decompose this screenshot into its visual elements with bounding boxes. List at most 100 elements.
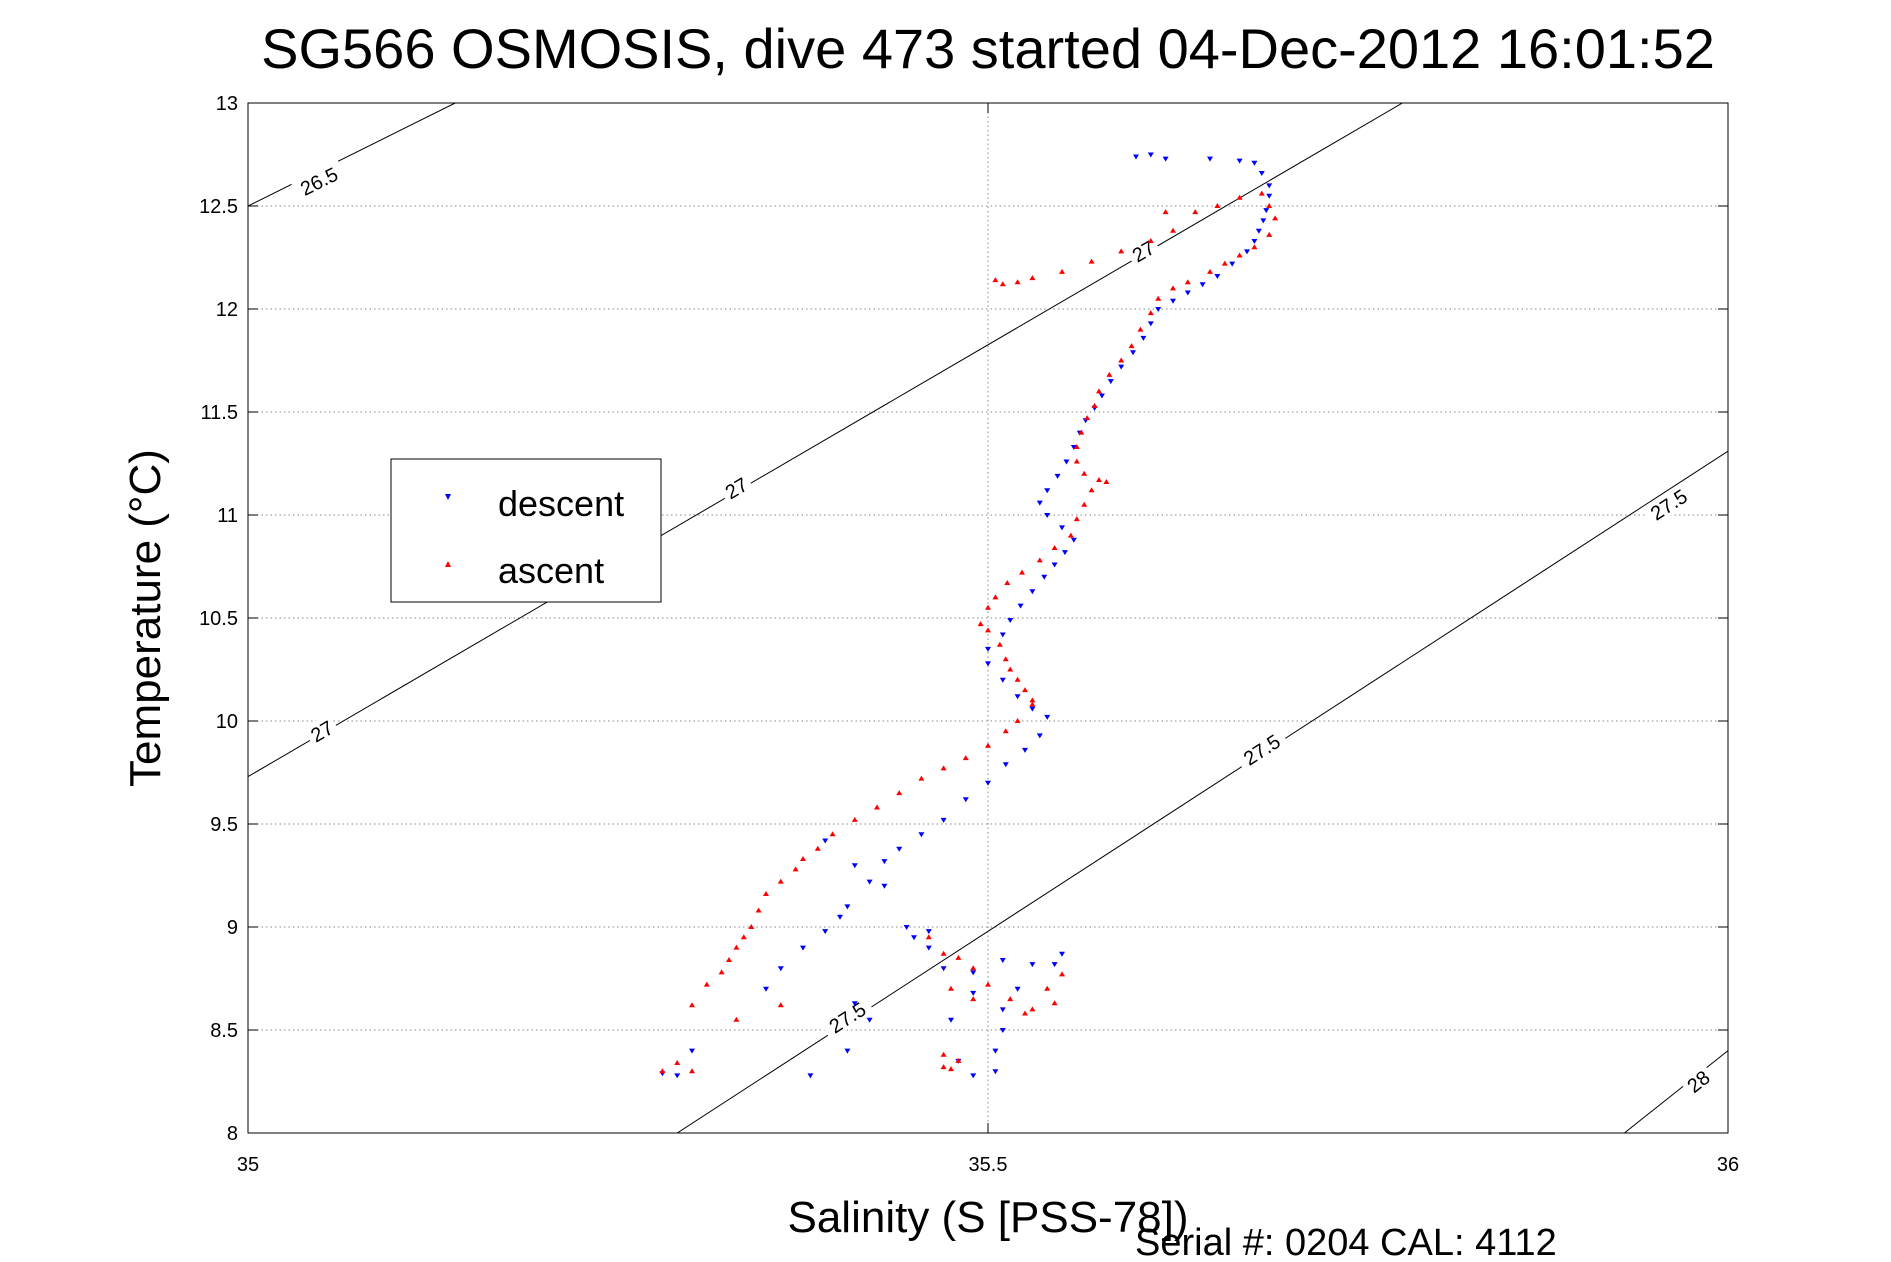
- y-tick-label: 9: [227, 917, 238, 939]
- y-tick-label: 11.5: [201, 402, 238, 424]
- ascent-point: [689, 1068, 695, 1074]
- ascent-point: [763, 891, 769, 897]
- x-tick-label: 36: [1717, 1154, 1739, 1176]
- ascent-point: [1088, 258, 1095, 264]
- descent-point: [1107, 379, 1114, 385]
- ascent-point: [755, 907, 762, 913]
- descent-point: [970, 970, 977, 976]
- descent-point: [918, 832, 925, 838]
- ascent-point: [948, 1066, 954, 1072]
- descent-point: [1041, 574, 1048, 580]
- descent-point: [1140, 335, 1147, 341]
- contour-label-bg: [1233, 725, 1290, 773]
- descent-point: [1014, 986, 1021, 992]
- descent-point: [851, 1001, 858, 1007]
- x-axis-label: Salinity (S [PSS-78]): [787, 1193, 1188, 1242]
- ascent-point: [985, 627, 991, 633]
- ascent-point: [748, 924, 755, 929]
- ascent-point: [718, 969, 725, 975]
- descent-point: [992, 1069, 999, 1075]
- descent-point: [837, 914, 843, 920]
- ascent-point: [1002, 728, 1009, 734]
- ascent-point: [1078, 429, 1085, 435]
- descent-point: [1155, 307, 1162, 312]
- y-tick-label: 8: [227, 1123, 238, 1145]
- descent-point: [822, 838, 829, 844]
- contour-label-bg: [302, 713, 340, 748]
- density-contour-label: 27: [717, 470, 755, 505]
- descent-point: [1147, 152, 1154, 158]
- descent-point: [999, 1028, 1006, 1033]
- y-tick-label: 10: [216, 711, 238, 733]
- descent-point: [985, 780, 991, 786]
- ascent-point: [1014, 718, 1021, 723]
- descent-point: [866, 879, 873, 885]
- descent-point: [822, 929, 829, 935]
- descent-point: [1036, 500, 1043, 506]
- ascent-point: [955, 954, 962, 960]
- ascent-point: [777, 1002, 784, 1008]
- contour-label-bg: [1679, 1062, 1717, 1099]
- descent-point: [881, 883, 888, 889]
- descent-point: [1184, 290, 1191, 296]
- y-tick-label: 11: [217, 505, 238, 527]
- descent-point: [777, 966, 784, 972]
- descent-point: [1098, 393, 1105, 399]
- ascent-point: [726, 956, 732, 962]
- descent-point: [1002, 762, 1009, 768]
- descent-point: [1147, 321, 1154, 327]
- ascent-point: [1147, 310, 1154, 316]
- ascent-point: [999, 281, 1006, 287]
- ascent-point: [985, 742, 991, 748]
- ascent-point: [1088, 487, 1095, 493]
- ascent-point: [985, 981, 991, 987]
- descent-point: [1251, 160, 1258, 166]
- ascent-point: [1029, 701, 1036, 707]
- ascent-point: [1051, 1000, 1058, 1006]
- ascent-point: [1002, 656, 1009, 662]
- density-contour-label: 27.5: [1233, 725, 1290, 773]
- ascent-point: [1096, 388, 1102, 394]
- descent-point: [844, 904, 851, 910]
- ascent-point: [740, 934, 747, 940]
- descent-point: [992, 1048, 999, 1054]
- descent-point: [1036, 733, 1043, 739]
- descent-point: [1014, 694, 1021, 700]
- ascent-point: [1029, 275, 1036, 281]
- ascent-point: [1103, 479, 1110, 485]
- y-tick-label: 12.5: [199, 196, 238, 218]
- descent-point: [1007, 618, 1014, 624]
- ascent-point: [1007, 666, 1014, 672]
- y-tick-labels: 8 8.5 9 9.5 10 10.5 11 11.5 12 12.5 13: [199, 93, 238, 1145]
- descent-point: [1266, 193, 1273, 199]
- ascent-point: [1214, 203, 1221, 208]
- ascent-point: [733, 1016, 740, 1022]
- ascent-point: [1207, 268, 1213, 274]
- descent-point: [1051, 562, 1058, 568]
- legend-box: [390, 458, 662, 603]
- descent-point: [1258, 171, 1265, 177]
- x-tick-label: 35: [237, 1154, 259, 1176]
- ascent-point: [1155, 295, 1162, 301]
- descent-point: [962, 797, 969, 803]
- ascent-point: [733, 944, 740, 950]
- descent-point: [940, 817, 947, 823]
- descent-point: [999, 957, 1006, 963]
- density-contour-label: 28: [1679, 1062, 1717, 1099]
- ascent-point: [970, 965, 977, 971]
- ascent-point: [1014, 279, 1021, 285]
- descent-point: [1029, 962, 1036, 968]
- descent-point: [1260, 218, 1267, 224]
- descent-point: [1263, 208, 1270, 214]
- ascent-point: [1073, 444, 1080, 450]
- descent-point: [1199, 282, 1206, 288]
- descent-point: [1054, 473, 1061, 479]
- y-tick-label: 8.5: [210, 1020, 238, 1042]
- descent-point: [1061, 550, 1068, 556]
- descent-point: [1063, 459, 1070, 465]
- ascent-point: [940, 950, 947, 956]
- descent-point: [1051, 962, 1058, 968]
- ascent-point: [851, 816, 858, 822]
- descent-point: [970, 1073, 977, 1079]
- ascent-point: [1272, 215, 1279, 221]
